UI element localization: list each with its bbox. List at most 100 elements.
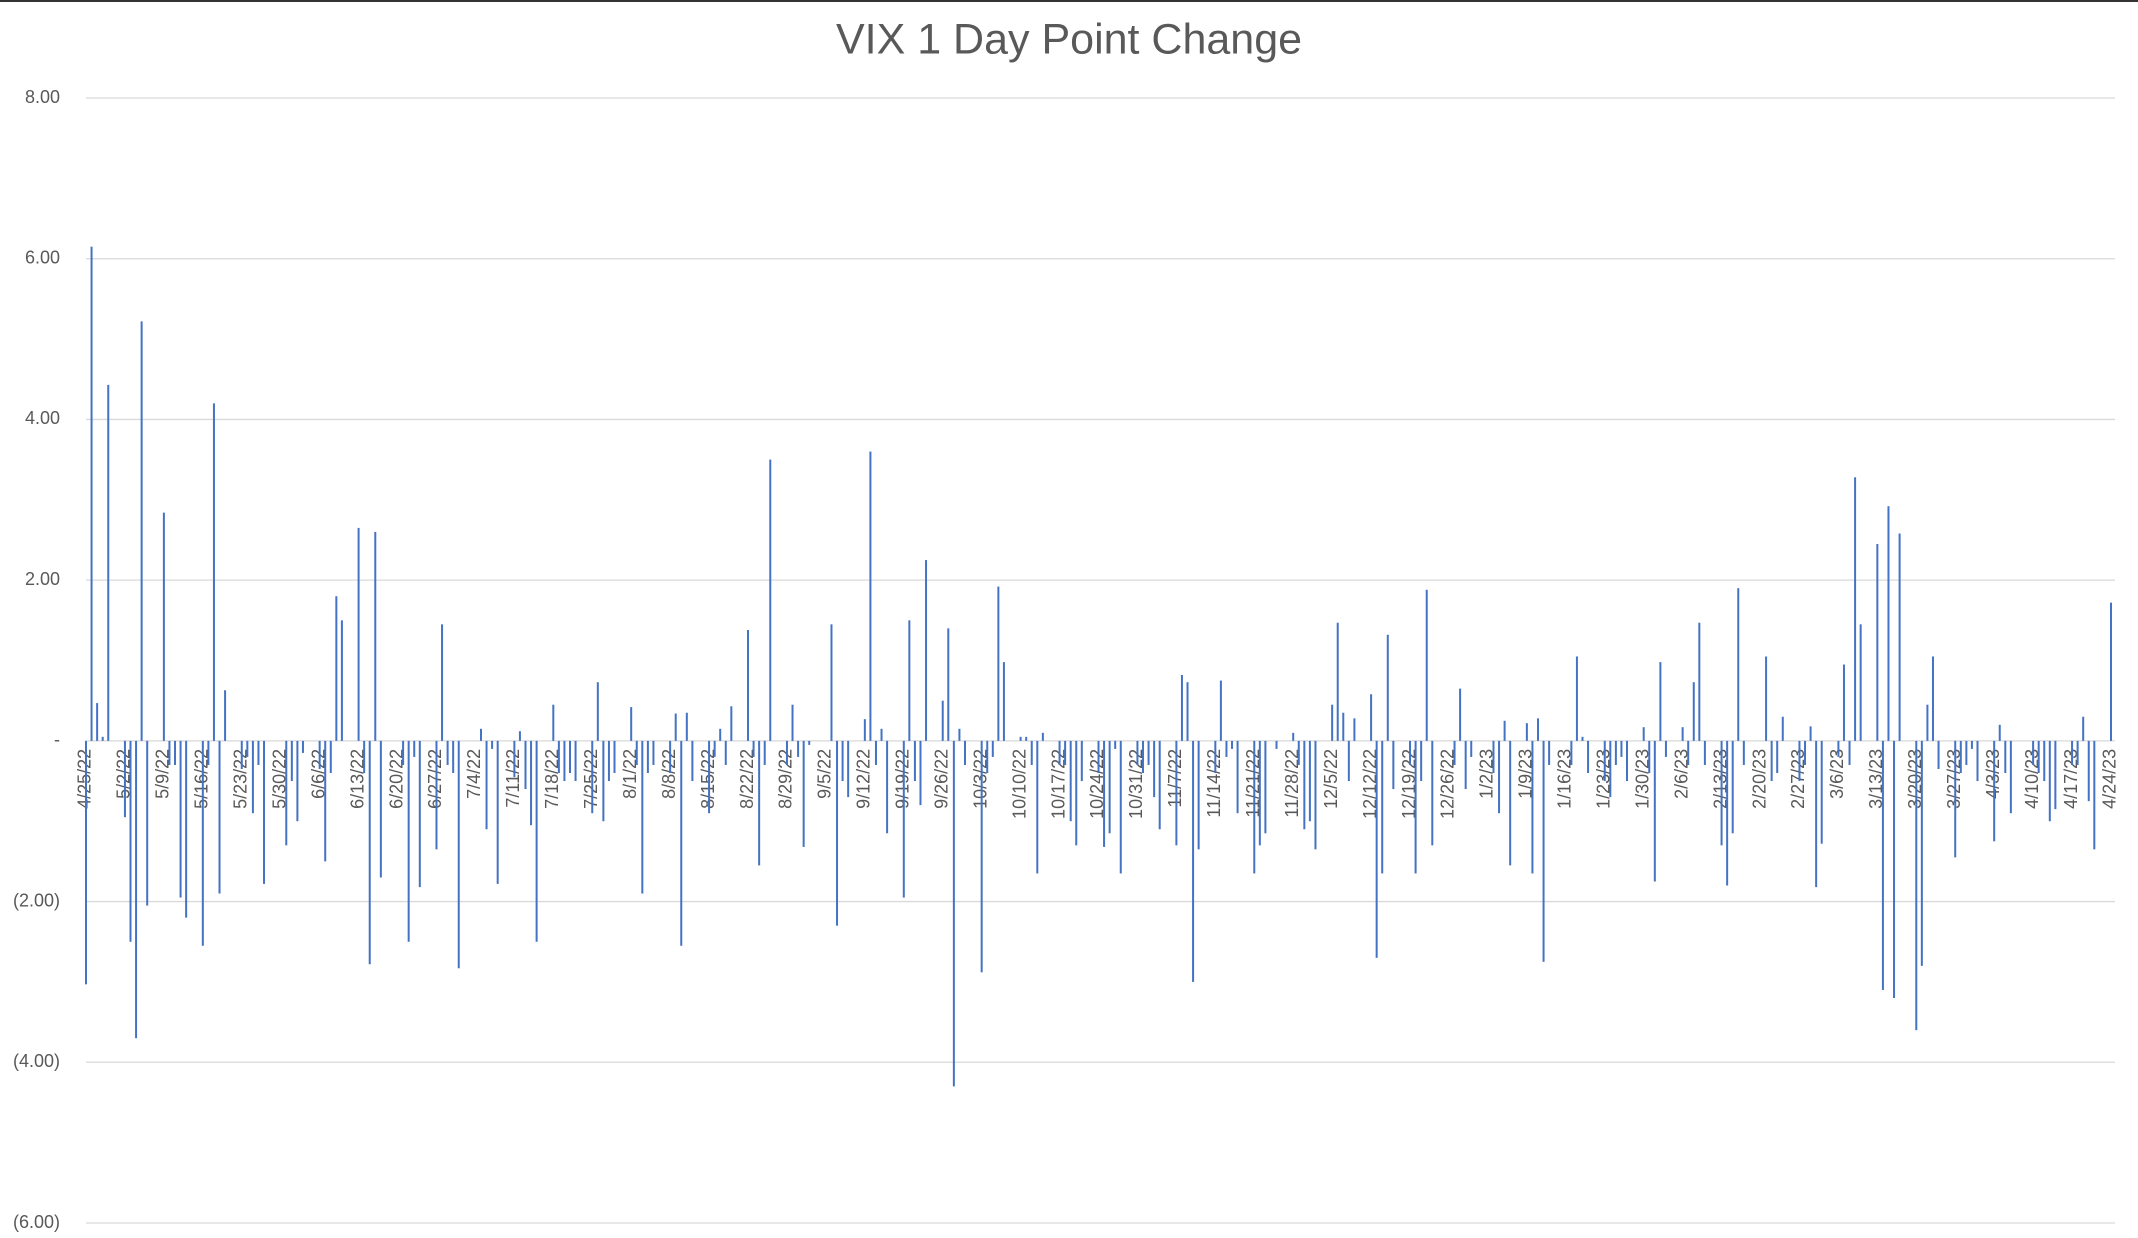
bar <box>574 740 577 782</box>
x-tick-label: 8/8/22 <box>659 749 679 799</box>
bar <box>669 740 672 773</box>
x-tick-label: 5/23/22 <box>231 749 251 809</box>
bar <box>1915 740 1918 1031</box>
bar <box>1353 718 1356 741</box>
x-tick-label: 10/10/22 <box>1009 749 1029 819</box>
chart-title: VIX 1 Day Point Change <box>836 15 1302 63</box>
bar <box>251 740 254 814</box>
x-tick-label: 1/16/23 <box>1555 749 1575 809</box>
bar <box>2054 740 2057 810</box>
bar <box>174 740 177 765</box>
bar <box>1898 533 1901 741</box>
bar <box>1954 740 1957 858</box>
bar <box>980 740 983 973</box>
bar <box>1581 736 1584 741</box>
bar <box>880 728 883 741</box>
bar <box>524 740 527 790</box>
bar <box>963 740 966 765</box>
bar <box>212 403 215 741</box>
bar <box>874 740 877 765</box>
bar <box>730 706 733 741</box>
bar <box>557 740 560 773</box>
x-tick-label: 3/20/23 <box>1905 749 1925 809</box>
bar <box>758 740 761 866</box>
bar <box>1425 589 1428 741</box>
x-tick-label: 11/28/22 <box>1282 749 1302 818</box>
bar <box>691 740 694 782</box>
bar <box>85 740 87 985</box>
bar <box>1498 740 1501 814</box>
bar <box>340 620 343 741</box>
x-tick-label: 4/10/23 <box>2022 749 2042 809</box>
bar <box>747 629 750 741</box>
bar <box>952 740 955 1087</box>
x-tick-label: 1/23/23 <box>1594 749 1614 809</box>
bar <box>1976 740 1979 782</box>
bar <box>1815 740 1818 888</box>
bar <box>1664 740 1667 757</box>
bar <box>635 740 638 765</box>
x-tick-label: 9/26/22 <box>931 749 951 809</box>
bar <box>1698 622 1701 741</box>
x-tick-label: 3/6/23 <box>1827 749 1847 799</box>
bar <box>168 740 171 765</box>
bar <box>1002 662 1005 741</box>
bar <box>919 740 922 806</box>
bar <box>769 459 772 741</box>
bar <box>2037 740 2040 773</box>
bar <box>1893 740 1896 998</box>
bar <box>1798 740 1801 782</box>
x-tick-label: 9/12/22 <box>854 749 874 809</box>
bar <box>1225 740 1228 757</box>
bar <box>368 740 371 965</box>
bar <box>1720 740 1723 846</box>
bar <box>1342 712 1345 741</box>
bar <box>1375 740 1378 958</box>
bar <box>1308 740 1311 822</box>
bar <box>1998 724 2001 741</box>
x-tick-label: 4/17/23 <box>2061 749 2081 809</box>
x-tick-label: 10/24/22 <box>1087 749 1107 819</box>
bar <box>1075 740 1078 846</box>
bar <box>1464 740 1467 790</box>
y-tick-label: (6.00) <box>13 1212 60 1232</box>
bar <box>1175 740 1178 846</box>
bar <box>1431 740 1434 846</box>
bar <box>708 740 711 814</box>
bar <box>646 740 649 773</box>
bar <box>1370 694 1373 741</box>
bar <box>913 740 916 782</box>
bar <box>1726 740 1729 886</box>
bar <box>1119 740 1122 874</box>
x-tick-label: 6/13/22 <box>347 749 367 809</box>
bar <box>841 740 844 782</box>
bar <box>441 624 444 741</box>
bar <box>485 740 488 830</box>
bar <box>1186 682 1189 741</box>
x-tick-label: 1/30/23 <box>1632 749 1652 809</box>
bar <box>530 740 533 826</box>
bar <box>1503 720 1506 741</box>
bar <box>246 740 249 757</box>
bar <box>1659 662 1662 741</box>
bar <box>413 740 416 757</box>
bar <box>1019 736 1022 741</box>
bar <box>1536 718 1539 741</box>
bar <box>1080 740 1083 782</box>
bar <box>1142 740 1145 773</box>
bar <box>1970 740 1973 749</box>
bar <box>713 740 716 757</box>
x-tick-label: 12/19/22 <box>1399 749 1419 819</box>
bar <box>1420 740 1423 782</box>
bar <box>947 628 950 741</box>
bar <box>1648 740 1651 773</box>
x-tick-label: 6/6/22 <box>308 749 328 799</box>
bar <box>863 719 866 741</box>
bar <box>101 736 104 741</box>
bar <box>908 620 911 741</box>
bar <box>2110 602 2112 741</box>
bar <box>869 451 872 741</box>
bar <box>479 728 482 741</box>
bar <box>1859 624 1862 741</box>
x-tick-label: 12/12/22 <box>1360 749 1380 819</box>
